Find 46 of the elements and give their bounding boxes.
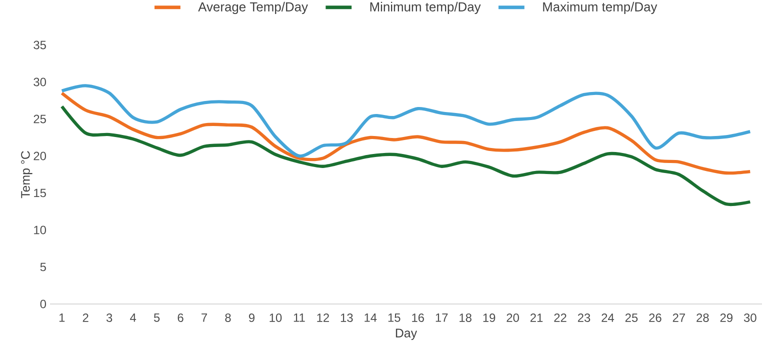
x-tick-label: 28	[696, 314, 709, 322]
y-tick-label: 35	[34, 40, 46, 50]
legend-label: Minimum temp/Day	[370, 2, 481, 14]
y-tick-label: 0	[40, 300, 46, 308]
legend-label: Average Temp/Day	[198, 2, 308, 14]
x-tick-label: 11	[294, 314, 305, 322]
x-tick-label: 26	[649, 314, 662, 322]
y-tick-label: 5	[40, 262, 46, 272]
x-tick-label: 29	[720, 314, 732, 322]
x-tick-label: 25	[625, 314, 638, 322]
x-tick-label: 2	[82, 314, 88, 322]
x-tick-label: 3	[106, 314, 112, 322]
x-tick-label: 21	[530, 314, 543, 322]
x-tick-label: 13	[340, 314, 353, 322]
line-series	[60, 92, 752, 175]
y-tick-label: 20	[34, 152, 46, 160]
x-tick-label: 15	[388, 314, 400, 322]
x-tick-label: 7	[202, 314, 207, 322]
x-tick-label: 10	[270, 314, 282, 322]
x-axis-title: Day	[396, 328, 418, 340]
x-tick-label: 23	[578, 314, 590, 322]
line-series	[60, 104, 752, 206]
y-axis-title: Temp °C	[21, 151, 32, 198]
y-tick-label: 15	[34, 188, 46, 198]
x-tick-label: 24	[602, 314, 614, 322]
x-tick-label: 19	[483, 314, 496, 322]
x-tick-label: 6	[178, 314, 184, 322]
x-tick-label: 17	[436, 314, 448, 322]
x-tick-label: 30	[744, 314, 756, 322]
x-tick-label: 5	[154, 314, 160, 322]
x-tick-label: 12	[317, 314, 329, 322]
x-tick-label: 18	[460, 314, 472, 322]
x-tick-label: 16	[412, 314, 424, 322]
x-tick-label: 4	[130, 314, 136, 322]
y-tick-label: 30	[34, 78, 46, 86]
x-tick-label: 14	[364, 314, 377, 322]
x-tick-label: 20	[506, 314, 519, 322]
x-tick-label: 1	[59, 314, 65, 322]
legend-label: Maximum temp/Day	[543, 2, 658, 14]
x-tick-label: 27	[672, 314, 685, 322]
x-tick-label: 22	[554, 314, 566, 322]
y-tick-label: 25	[34, 114, 46, 124]
x-tick-label: 8	[225, 314, 231, 322]
x-tick-label: 9	[248, 314, 254, 322]
y-tick-label: 10	[34, 226, 46, 234]
line-series	[60, 84, 752, 158]
